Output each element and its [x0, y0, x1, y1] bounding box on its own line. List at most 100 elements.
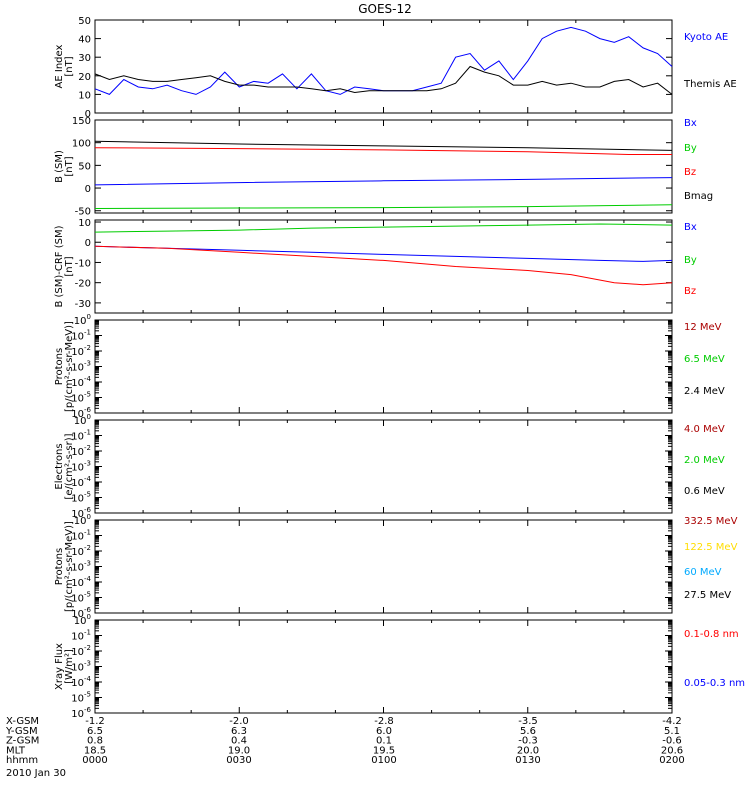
y-tick-label: -10 [75, 258, 91, 269]
y-tick-label: 100 [72, 139, 91, 150]
y-tick-label: 30 [78, 53, 91, 64]
ephemeris-value: 0000 [82, 755, 107, 766]
legend-label: Bz [684, 286, 696, 297]
ephemeris-row-label: Y-GSM [5, 726, 38, 737]
panel-2: -50 0 50 100 150 B (SM) [nT] Bx By Bz Bmag [54, 116, 713, 218]
ephemeris-value: 0200 [659, 755, 684, 766]
ephemeris-value: 6.0 [376, 726, 392, 737]
series-line-bx [94, 177, 673, 186]
legend-label: Bx [684, 222, 697, 233]
plot-title: GOES-12 [358, 2, 412, 16]
ephemeris-value: 6.5 [87, 726, 103, 737]
y-axis-label: Electrons [54, 443, 65, 489]
series-line-bz [94, 147, 672, 155]
ephemeris-value: 19.0 [228, 745, 250, 756]
legend-label: 0.05-0.3 nm [684, 678, 745, 689]
series-line-by [94, 223, 673, 233]
panel-frame [94, 19, 673, 114]
panel-frame [94, 619, 673, 714]
ephemeris-value: 20.6 [661, 745, 683, 756]
panel-frame [94, 119, 673, 214]
ephemeris-value: -0.6 [662, 736, 682, 747]
ephemeris-value: 18.5 [84, 745, 106, 756]
legend-label: By [684, 255, 697, 266]
ephemeris-value: -1.2 [85, 716, 105, 727]
ephemeris-value: 20.0 [517, 745, 539, 756]
series-line-bx [94, 245, 673, 262]
panel-frame [94, 219, 673, 314]
y-tick-label: 20 [78, 72, 91, 83]
legend-label: 60 MeV [684, 567, 722, 578]
y-tick-label: 10-1 [71, 629, 91, 643]
legend-label: 122.5 MeV [684, 542, 738, 553]
y-tick-label: 0 [85, 184, 91, 195]
y-axis-label: [p/(cm²-s-sr-MeV)] [64, 521, 75, 612]
legend-label: 6.5 MeV [684, 354, 725, 365]
ephemeris-value: 0.1 [376, 736, 392, 747]
y-tick-label: 100 [74, 513, 91, 527]
panel-1: 0 10 20 30 40 50 AE Index [nT] Kyoto AE Themis AE [54, 16, 737, 120]
y-tick-label: 100 [74, 413, 91, 427]
legend-label: 2.4 MeV [684, 386, 725, 397]
ephemeris-value: 19.5 [373, 745, 395, 756]
series-line-by [94, 204, 673, 209]
ephemeris-value: 0030 [226, 755, 251, 766]
ephemeris-value: 0.4 [231, 736, 247, 747]
legend-label: 0.1-0.8 nm [684, 629, 739, 640]
ephemeris-value: -2.8 [374, 716, 394, 727]
legend-label: Bz [684, 167, 696, 178]
ephemeris-value: -3.5 [518, 716, 538, 727]
y-axis-label: [e/(cm²-s-sr)] [64, 433, 75, 499]
ephemeris-value: -2.0 [229, 716, 249, 727]
ephemeris-value: 0100 [371, 755, 396, 766]
y-tick-label: -50 [75, 207, 91, 218]
ephemeris-row-label: hhmm [6, 755, 38, 766]
y-axis-label: [W/m²] [64, 649, 75, 684]
y-axis-label: [p/(cm²-s-sr-MeV)] [64, 321, 75, 412]
legend-label: 0.6 MeV [684, 486, 725, 497]
ephemeris-value: 6.3 [231, 726, 247, 737]
y-axis-label: B (SM)-CRF (SM) [54, 225, 65, 307]
y-axis-label: Protons [54, 348, 65, 385]
panel-frame [94, 519, 673, 614]
y-tick-label: -20 [75, 279, 91, 290]
y-tick-label: 100 [74, 613, 91, 627]
ephemeris-table: X-GSM -1.2 -2.0 -2.8 -3.5 -4.2 Y-GSM 6.5 6.3 6.0 5… [5, 716, 685, 766]
date-label: 2010 Jan 30 [6, 768, 66, 779]
panel-frame [94, 419, 673, 514]
ephemeris-value: 5.6 [520, 726, 536, 737]
y-tick-label: 0 [85, 109, 91, 120]
legend-label: 27.5 MeV [684, 590, 731, 601]
ephemeris-value: 0130 [515, 755, 540, 766]
y-tick-label: 50 [78, 161, 91, 172]
y-axis-label: [nT] [64, 256, 75, 276]
series-line-bmag [94, 140, 673, 151]
y-axis-label: Protons [54, 548, 65, 585]
y-tick-label: 10-5 [71, 691, 91, 705]
y-tick-label: 10 [78, 218, 91, 229]
y-tick-label: 0 [85, 238, 91, 249]
legend-label: 332.5 MeV [684, 516, 738, 527]
y-axis-label: Xray Flux [54, 643, 65, 690]
y-tick-label: 100 [74, 313, 91, 327]
y-axis-label: [nT] [64, 156, 75, 176]
ephemeris-row-label: MLT [6, 745, 26, 756]
legend-label: Themis AE [683, 79, 737, 90]
legend-label: 2.0 MeV [684, 455, 725, 466]
y-tick-label: 10 [78, 90, 91, 101]
legend-label: Bmag [684, 191, 713, 202]
y-tick-label: 50 [78, 16, 91, 27]
y-tick-label: 150 [72, 116, 91, 127]
legend-label: Bx [684, 118, 697, 129]
legend-label: By [684, 143, 697, 154]
panel-frame [94, 319, 673, 414]
ephemeris-value: -0.3 [518, 736, 538, 747]
y-axis-label: B (SM) [54, 150, 65, 183]
legend-label: Kyoto AE [684, 32, 728, 43]
ephemeris-row-label: X-GSM [6, 716, 39, 727]
ephemeris-row-label: Z-GSM [6, 736, 39, 747]
